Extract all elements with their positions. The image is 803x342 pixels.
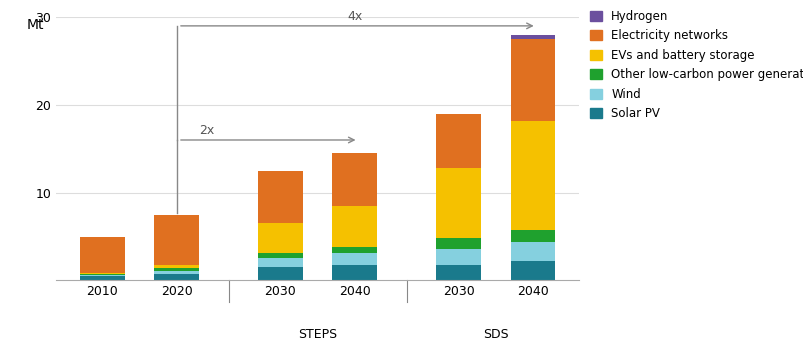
- Bar: [258, 171, 303, 223]
- Bar: [332, 247, 377, 253]
- Text: SDS: SDS: [483, 328, 508, 341]
- Bar: [436, 249, 480, 265]
- Bar: [436, 114, 480, 168]
- Bar: [436, 265, 480, 280]
- Bar: [154, 265, 198, 268]
- Bar: [80, 273, 124, 274]
- Text: STEPS: STEPS: [298, 328, 336, 341]
- Bar: [258, 259, 303, 267]
- Bar: [80, 274, 124, 275]
- Bar: [154, 215, 198, 265]
- Bar: [332, 253, 377, 265]
- Bar: [510, 242, 554, 261]
- Legend: Hydrogen, Electricity networks, EVs and battery storage, Other low-carbon power : Hydrogen, Electricity networks, EVs and …: [589, 10, 803, 120]
- Bar: [154, 268, 198, 271]
- Bar: [510, 35, 554, 39]
- Bar: [332, 153, 377, 206]
- Bar: [154, 271, 198, 274]
- Bar: [154, 274, 198, 280]
- Bar: [436, 168, 480, 238]
- Bar: [510, 39, 554, 121]
- Bar: [258, 253, 303, 259]
- Bar: [510, 121, 554, 231]
- Bar: [80, 237, 124, 273]
- Bar: [258, 267, 303, 280]
- Bar: [332, 206, 377, 247]
- Text: 2x: 2x: [198, 124, 214, 137]
- Bar: [436, 238, 480, 249]
- Y-axis label: Mt: Mt: [26, 18, 44, 32]
- Bar: [80, 276, 124, 280]
- Bar: [510, 231, 554, 242]
- Bar: [80, 275, 124, 276]
- Text: 4x: 4x: [347, 10, 362, 23]
- Bar: [258, 223, 303, 253]
- Bar: [332, 265, 377, 280]
- Bar: [510, 261, 554, 280]
